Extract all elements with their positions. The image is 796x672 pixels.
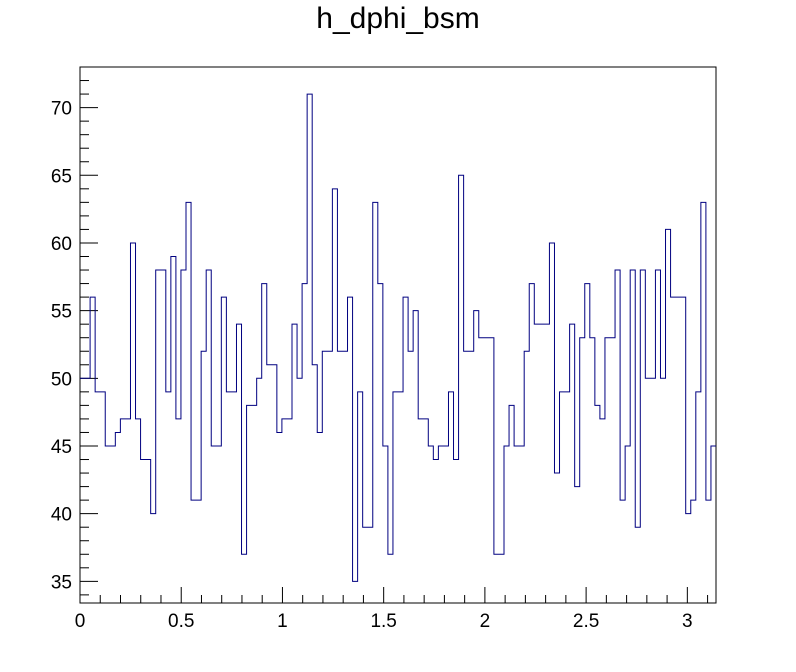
y-axis: 35 40 45 50 55 60 65 70 [51,66,98,596]
x-axis: 0 0.5 1 1.5 2 2.5 3 [75,587,709,632]
x-tick-label: 3 [682,611,693,632]
histogram-series-line [80,93,716,582]
y-tick-label: 40 [51,505,72,526]
x-tick-label: 2 [480,611,491,632]
y-tick-label: 55 [51,302,72,323]
x-tick-label: 2.5 [573,611,599,632]
plot-frame [79,66,717,604]
y-tick-label: 45 [51,437,72,458]
x-tick-label: 1 [277,611,288,632]
x-tick-label: 0.5 [168,611,194,632]
y-tick-label: 60 [51,234,72,255]
x-tick-label: 1.5 [370,611,396,632]
y-tick-label: 50 [51,369,72,390]
y-tick-label: 70 [51,99,72,120]
x-tick-label: 0 [75,611,86,632]
chart-title: h_dphi_bsm [316,2,480,35]
y-tick-label: 65 [51,166,72,187]
y-tick-label: 35 [51,572,72,593]
